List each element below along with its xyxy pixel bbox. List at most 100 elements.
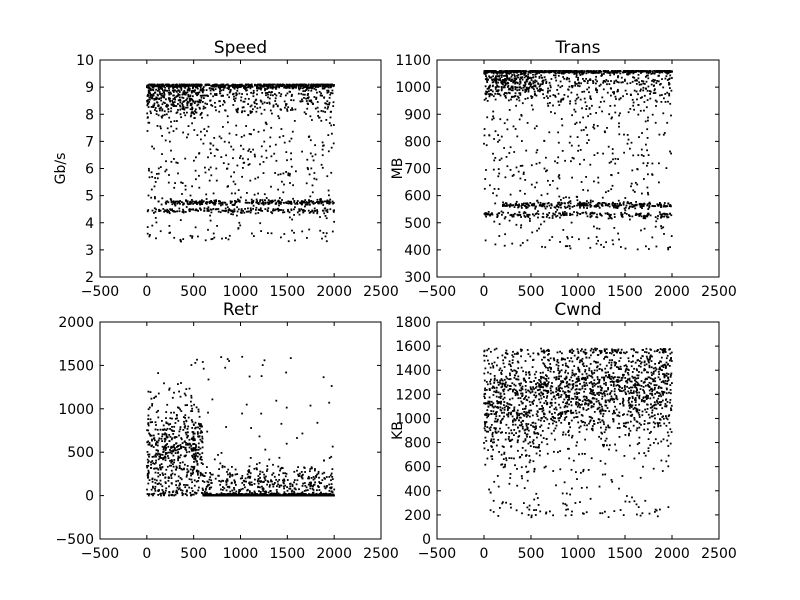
data-point <box>152 486 154 489</box>
data-point <box>571 236 574 238</box>
data-point <box>315 98 317 100</box>
data-point <box>484 212 487 214</box>
data-point <box>485 144 488 147</box>
data-point <box>505 73 508 75</box>
data-point <box>170 107 173 110</box>
data-point <box>165 429 168 431</box>
data-point <box>278 92 281 94</box>
data-point <box>497 89 500 92</box>
data-point <box>197 235 199 238</box>
data-point <box>151 209 154 212</box>
data-point <box>650 72 653 75</box>
data-point <box>186 111 188 114</box>
data-point <box>532 80 535 83</box>
data-point <box>499 77 501 80</box>
data-point <box>520 224 523 227</box>
data-point <box>163 440 166 443</box>
data-point <box>177 406 179 409</box>
data-point <box>154 85 157 88</box>
data-point <box>205 89 208 91</box>
data-point <box>148 432 150 435</box>
data-point <box>184 417 186 419</box>
data-point <box>647 208 650 210</box>
data-point <box>191 407 193 410</box>
data-point <box>589 163 592 166</box>
data-point <box>198 476 200 479</box>
data-point <box>179 428 182 431</box>
data-point <box>579 121 581 124</box>
data-point <box>163 113 166 116</box>
data-point <box>589 79 592 81</box>
data-point <box>294 239 296 242</box>
data-point <box>193 455 196 458</box>
data-point <box>242 87 245 89</box>
data-point <box>511 175 514 177</box>
data-point <box>233 171 235 174</box>
data-point <box>295 86 297 89</box>
data-point <box>310 167 313 170</box>
data-point <box>555 70 558 72</box>
y-tick-label: 1000 <box>395 80 431 96</box>
data-point <box>526 206 529 209</box>
data-point <box>215 93 218 95</box>
data-point <box>212 84 215 86</box>
data-point <box>305 113 307 115</box>
data-point <box>575 76 578 78</box>
data-point <box>639 109 642 112</box>
data-point <box>591 71 593 73</box>
data-point <box>265 197 268 199</box>
data-point <box>210 84 212 87</box>
data-point <box>616 203 619 205</box>
data-point <box>544 207 547 210</box>
data-point <box>189 95 192 98</box>
data-point <box>508 72 511 75</box>
data-point <box>222 85 225 88</box>
data-point <box>534 75 537 78</box>
data-point <box>233 210 236 212</box>
data-point <box>491 81 494 84</box>
data-point <box>323 200 326 203</box>
data-point <box>259 106 262 109</box>
data-point <box>628 72 631 75</box>
data-point <box>614 162 617 165</box>
data-point <box>221 94 224 97</box>
data-point <box>659 94 661 97</box>
data-point <box>271 199 274 202</box>
y-tick-label: 10 <box>76 53 94 69</box>
data-point <box>191 481 193 484</box>
data-point <box>603 70 606 73</box>
data-point <box>550 111 552 113</box>
data-point <box>541 245 543 248</box>
data-point <box>667 216 670 219</box>
data-point <box>192 86 194 88</box>
data-point <box>153 397 155 399</box>
data-point <box>597 72 599 74</box>
data-point <box>174 447 176 450</box>
data-point <box>206 207 209 210</box>
data-point <box>182 446 185 448</box>
data-point <box>244 201 247 204</box>
data-point <box>186 468 189 471</box>
data-point <box>632 71 635 74</box>
data-point <box>185 451 188 454</box>
data-point <box>187 101 190 104</box>
data-point <box>196 203 198 205</box>
data-point <box>661 70 663 73</box>
data-point <box>174 493 177 496</box>
data-point <box>172 465 175 468</box>
data-point <box>257 203 260 205</box>
data-point <box>658 162 660 165</box>
data-point <box>568 80 571 83</box>
data-point <box>197 446 200 449</box>
data-point <box>199 458 202 461</box>
data-point <box>520 205 523 207</box>
data-point <box>523 72 525 74</box>
data-point <box>659 202 661 204</box>
data-point <box>540 88 543 91</box>
data-point <box>557 74 560 77</box>
data-point <box>304 199 307 201</box>
data-point <box>321 166 324 169</box>
data-point <box>646 149 648 152</box>
data-point <box>259 200 261 203</box>
data-point <box>548 70 551 72</box>
